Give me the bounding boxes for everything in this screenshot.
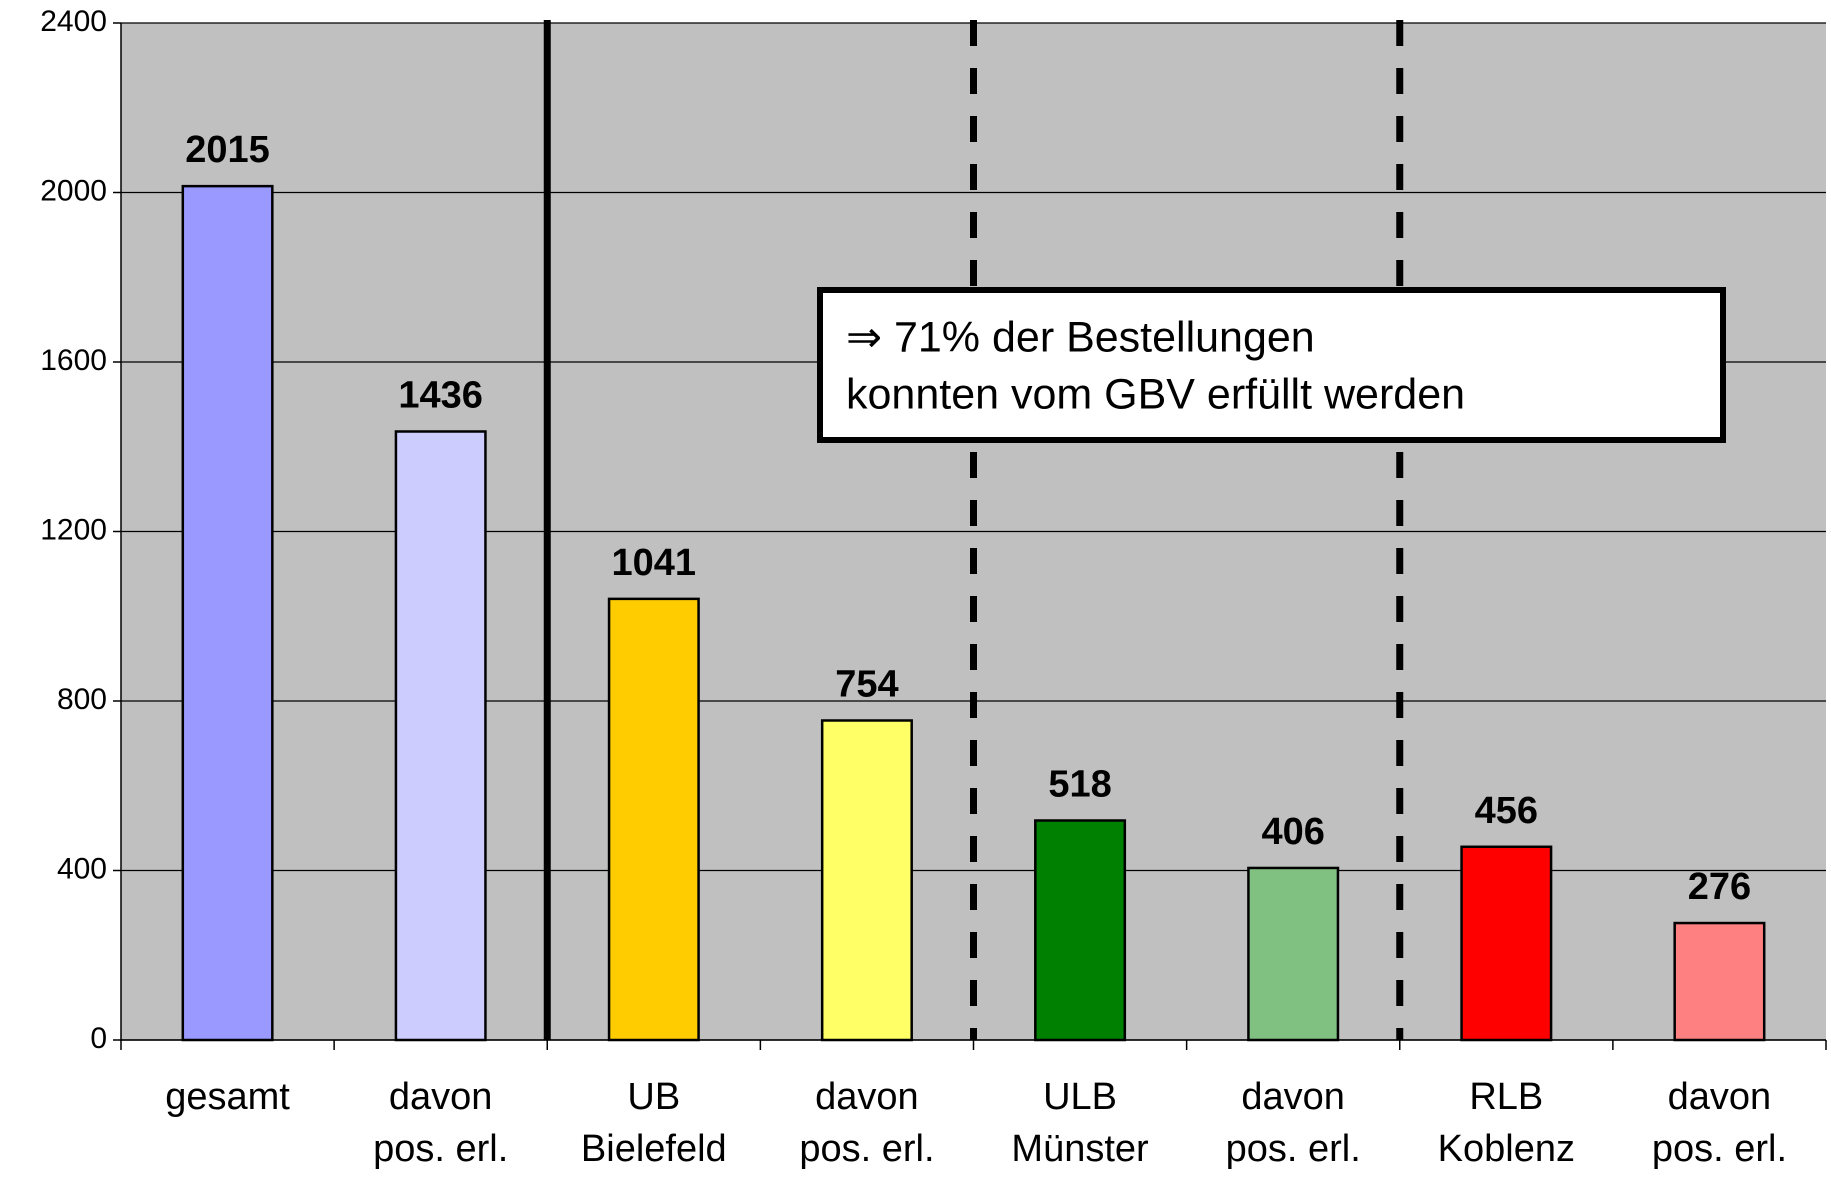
y-tick-label: 0 xyxy=(90,1022,107,1055)
x-tick-label: pos. erl. xyxy=(799,1128,934,1170)
bar xyxy=(1034,819,1127,1042)
value-label: 276 xyxy=(1688,866,1751,908)
x-tick-label: UB xyxy=(627,1076,680,1118)
x-tick-label: davon xyxy=(1241,1076,1345,1118)
x-tick-label: ULB xyxy=(1043,1076,1117,1118)
bar xyxy=(1460,845,1553,1042)
bar xyxy=(607,597,700,1042)
x-tick-label: pos. erl. xyxy=(1226,1128,1361,1170)
value-label: 406 xyxy=(1261,811,1324,853)
x-tick-label: davon xyxy=(389,1076,493,1118)
x-tick-label: Bielefeld xyxy=(581,1128,727,1170)
y-tick-label: 800 xyxy=(57,683,107,716)
bar xyxy=(181,184,274,1042)
value-label: 2015 xyxy=(185,129,270,171)
x-tick-label: pos. erl. xyxy=(373,1128,508,1170)
y-tick-label: 400 xyxy=(57,852,107,885)
x-tick-label: pos. erl. xyxy=(1652,1128,1787,1170)
value-label: 518 xyxy=(1048,764,1111,806)
x-tick-label: gesamt xyxy=(165,1076,290,1118)
y-tick-label: 2400 xyxy=(40,5,107,38)
x-tick-label: RLB xyxy=(1469,1076,1543,1118)
value-label: 456 xyxy=(1475,790,1538,832)
annotation: konnten vom GBV erfüllt werden xyxy=(846,370,1465,418)
bar xyxy=(1247,866,1340,1042)
x-tick-label: Münster xyxy=(1011,1128,1149,1170)
value-label: 754 xyxy=(835,664,898,706)
y-tick-label: 1200 xyxy=(40,513,107,546)
x-tick-label: Koblenz xyxy=(1438,1128,1575,1170)
x-tick-label: davon xyxy=(1668,1076,1772,1118)
x-tick-label: davon xyxy=(815,1076,919,1118)
value-label: 1436 xyxy=(398,375,483,417)
value-label: 1041 xyxy=(612,542,697,584)
y-tick-label: 1600 xyxy=(40,344,107,377)
bar xyxy=(1673,921,1766,1042)
bar xyxy=(394,430,487,1042)
y-tick-label: 2000 xyxy=(40,174,107,207)
annotation: ⇒ 71% der Bestellungen xyxy=(846,313,1315,361)
annotation-box xyxy=(817,287,1726,443)
bar xyxy=(820,719,913,1042)
